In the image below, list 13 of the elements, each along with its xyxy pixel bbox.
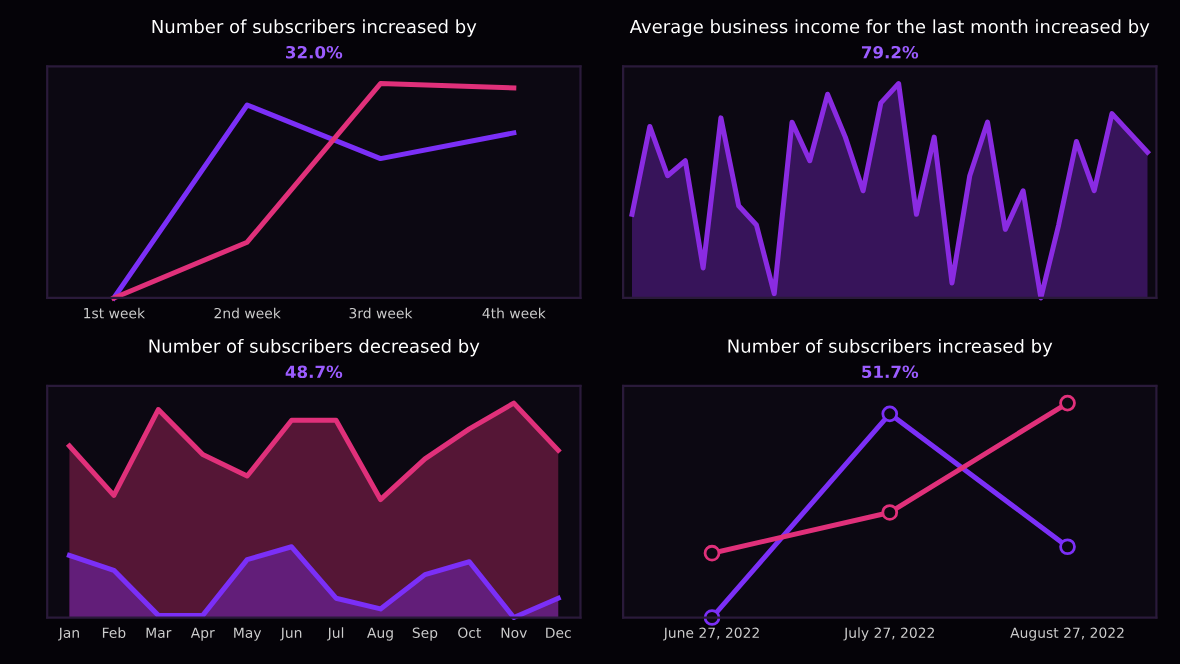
chart-subtitle: 32.0% <box>286 45 343 59</box>
chart-title: Number of subscribers decreased by <box>149 338 480 357</box>
point <box>1059 394 1076 412</box>
chart-subtitle: 79.2% <box>861 45 919 59</box>
point <box>1059 538 1076 556</box>
chart-title: Number of subscribers increased by <box>152 19 477 37</box>
point <box>881 405 899 423</box>
chart-subtitle: 51.7% <box>862 365 919 379</box>
chart-subtitle: 48.7% <box>285 365 343 379</box>
point <box>881 504 899 521</box>
chart-title: Number of subscribers increased by <box>728 338 1053 357</box>
point <box>703 544 721 562</box>
chart-title: Average business income for the last month increased by <box>629 19 1150 37</box>
